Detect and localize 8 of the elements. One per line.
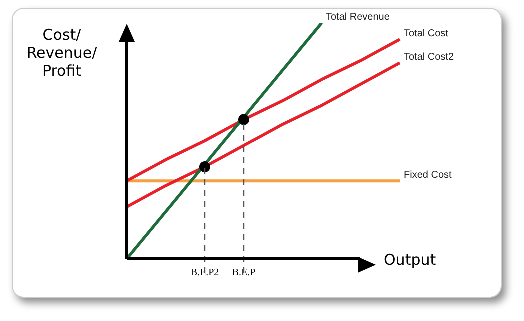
x-tick-label: B.E.P: [232, 268, 256, 279]
series-label: Fixed Cost: [404, 170, 452, 181]
y-axis-title: Cost/Revenue/Profit: [26, 26, 98, 80]
series-label: Total Cost: [404, 28, 449, 40]
x-tick-label: B.E.P2: [190, 268, 220, 279]
x-axis-title: Output: [384, 250, 436, 269]
series-label: Total Revenue: [326, 12, 390, 23]
series-label: Total Cost2: [404, 52, 454, 63]
